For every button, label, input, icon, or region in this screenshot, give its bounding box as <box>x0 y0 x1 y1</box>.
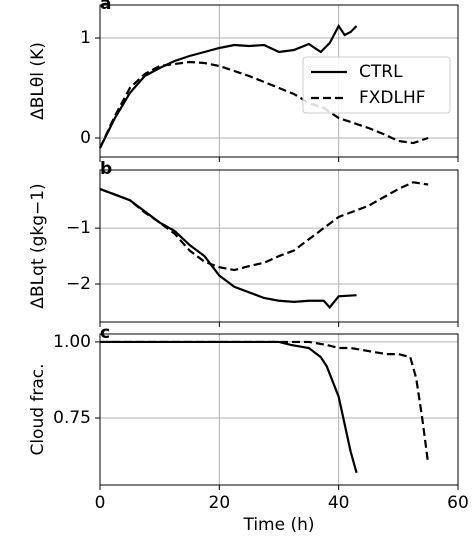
x-tick-label: 60 <box>447 493 469 513</box>
panel-label: c <box>100 323 110 343</box>
legend-label: CTRL <box>359 62 403 82</box>
series-line <box>99 23 358 149</box>
y-axis-label: Cloud frac. <box>28 363 48 455</box>
panel-label: b <box>100 159 112 179</box>
x-tick-label: 40 <box>328 493 350 513</box>
series-line <box>100 340 358 474</box>
y-tick-label: 0.75 <box>53 408 91 428</box>
series-line <box>99 181 429 272</box>
y-tick-label: 1 <box>80 28 91 48</box>
plot-frame <box>99 333 459 486</box>
series-line <box>99 60 429 149</box>
y-axis-label: ΔBLqt (gkg−1) <box>28 183 48 308</box>
y-tick-label: −2 <box>66 274 91 294</box>
series-line <box>100 340 430 464</box>
x-tick-label: 20 <box>209 493 231 513</box>
y-tick-label: −1 <box>66 218 91 238</box>
x-axis-label: Time (h) <box>242 515 314 535</box>
y-axis-label: ΔBLθl (K) <box>28 42 48 120</box>
legend-label: FXDLHF <box>359 88 426 108</box>
y-tick-label: 1.00 <box>53 332 91 352</box>
x-tick-label: 0 <box>95 493 106 513</box>
y-tick-label: 0 <box>80 128 91 148</box>
plot-frame <box>99 169 459 323</box>
panel-label: a <box>100 0 111 14</box>
plot-frame <box>99 4 459 158</box>
